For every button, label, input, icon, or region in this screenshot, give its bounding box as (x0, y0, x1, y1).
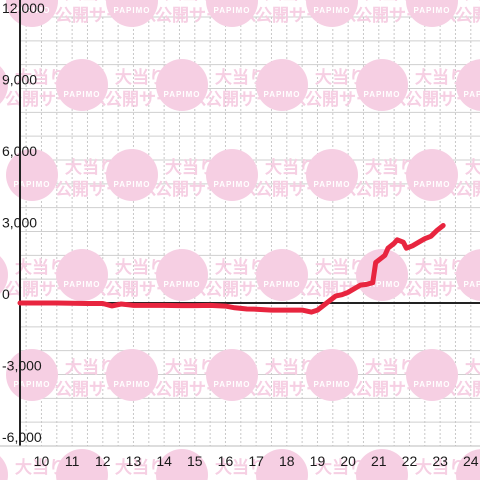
x-tick-label: 21 (371, 453, 387, 469)
watermark-logo-text: PAPIMO (164, 280, 201, 289)
papimo-logo-icon (156, 249, 208, 301)
y-tick-label: -3,000 (2, 358, 42, 374)
watermark-tile: PAPIMO大当り情報公開サービス (456, 249, 480, 301)
papimo-logo-icon (106, 149, 158, 201)
papimo-logo-icon (0, 456, 8, 480)
papimo-logo-icon (306, 149, 358, 201)
watermark-line1: 大当り情報 (465, 157, 480, 177)
y-tick-label: 6,000 (2, 143, 37, 159)
watermark-logo-text: PAPIMO (464, 90, 480, 99)
watermark-line2: 公開サービス (455, 6, 480, 25)
x-tick-label: 15 (187, 453, 203, 469)
papimo-logo-icon (156, 449, 208, 480)
papimo-logo-icon (306, 349, 358, 401)
papimo-logo-icon (56, 249, 108, 301)
x-tick-label: 18 (279, 453, 295, 469)
x-tick-label: 10 (34, 453, 50, 469)
watermark-tile: PAPIMO 大当り情報公開サービス (406, 149, 480, 201)
y-tick-label: 0 (2, 286, 10, 302)
x-tick-label: 16 (218, 453, 234, 469)
y-tick-label: -6,000 (2, 429, 42, 445)
papimo-logo-icon (156, 59, 208, 111)
papimo-logo-icon (256, 449, 308, 480)
papimo-logo-icon (56, 449, 108, 480)
watermark-logo-text: PAPIMO (414, 180, 451, 189)
watermark-line2: 公開サービス (455, 180, 480, 199)
watermark-tile: PAPIMO 大当り情報公開サービス (406, 349, 480, 401)
papimo-logo-icon (406, 149, 458, 201)
watermark-logo-text: PAPIMO (314, 6, 351, 15)
watermark-logo-text: PAPIMO (114, 6, 151, 15)
x-tick-labels: 10 11 12 13 14 15 16 17 18 19 20 21 22 23 24 (34, 453, 479, 469)
x-tick-label: 22 (402, 453, 418, 469)
watermark-logo-text: PAPIMO (14, 180, 51, 189)
x-tick-label: 11 (65, 453, 80, 469)
watermark-line1: 大当り情報 (465, 0, 480, 3)
papimo-logo-icon (306, 0, 358, 27)
watermark-logo-text: PAPIMO (114, 180, 151, 189)
x-tick-label: 13 (126, 453, 142, 469)
x-tick-label: 19 (310, 453, 326, 469)
watermark-logo-text: PAPIMO (464, 280, 480, 289)
papimo-logo-icon (206, 149, 258, 201)
watermark-logo-text: PAPIMO (264, 90, 301, 99)
watermark-tile: PAPIMO 大当り情報公開サービス (406, 0, 480, 27)
papimo-logo-icon (0, 66, 8, 104)
papimo-logo-icon (456, 59, 480, 111)
papimo-logo-icon (456, 249, 480, 301)
watermark-logo-text: PAPIMO (364, 90, 401, 99)
papimo-logo-icon (406, 349, 458, 401)
y-tick-label: 9,000 (2, 72, 37, 88)
x-tick-label: 20 (340, 453, 356, 469)
papimo-logo-icon (106, 0, 158, 27)
papimo-logo-icon (356, 249, 408, 301)
papimo-logo-icon (0, 256, 8, 294)
papimo-logo-icon (406, 0, 458, 27)
watermark-logo-text: PAPIMO (364, 280, 401, 289)
watermark-logo-text: PAPIMO (114, 380, 151, 389)
watermark-logo-text: PAPIMO (64, 90, 101, 99)
papimo-logo-icon (256, 249, 308, 301)
series-layer (17, 223, 446, 315)
papimo-logo-icon (256, 59, 308, 111)
watermark-logo-text: PAPIMO (164, 90, 201, 99)
watermark-logo-text: PAPIMO (214, 6, 251, 15)
watermark-line1: 大当り情報 (465, 357, 480, 377)
watermark-tile: PAPIMO大当り情報公開サービス (106, 0, 257, 27)
y-tick-label: 12,000 (2, 0, 45, 16)
watermark-logo-text: PAPIMO (214, 180, 251, 189)
x-tick-label: 24 (463, 453, 479, 469)
watermark-logo-text: PAPIMO (14, 380, 51, 389)
papimo-logo-icon (56, 59, 108, 111)
y-tick-label: 3,000 (2, 215, 37, 231)
papimo-logo-icon (206, 0, 258, 27)
watermark-logo-text: PAPIMO (314, 180, 351, 189)
series-line (17, 223, 446, 315)
papimo-logo-icon (456, 449, 480, 480)
watermark-logo-text: PAPIMO (314, 380, 351, 389)
papimo-logo-icon (206, 349, 258, 401)
watermark-tile: PAPIMO大当り情報公開サービス (456, 449, 480, 480)
watermark-line2: 公開サービス (455, 380, 480, 399)
x-tick-label: 17 (248, 453, 264, 469)
watermark-logo-text: PAPIMO (264, 280, 301, 289)
x-tick-label: 23 (432, 453, 448, 469)
watermark-logo-text: PAPIMO (414, 380, 451, 389)
y-tick-labels: -6,000 -3,000 0 3,000 6,000 9,000 12,000 (2, 0, 45, 445)
watermark-logo-text: PAPIMO (414, 6, 451, 15)
papimo-logo-icon (356, 59, 408, 111)
watermark-logo-text: PAPIMO (64, 280, 101, 289)
watermark-logo-text: PAPIMO (14, 6, 51, 15)
x-tick-label: 14 (156, 453, 172, 469)
watermark-tile: PAPIMO大当り情報公開サービス (456, 59, 480, 111)
papimo-logo-icon (356, 449, 408, 480)
papimo-logo-icon (106, 349, 158, 401)
x-tick-label: 12 (95, 453, 111, 469)
watermark-logo-text: PAPIMO (214, 380, 251, 389)
